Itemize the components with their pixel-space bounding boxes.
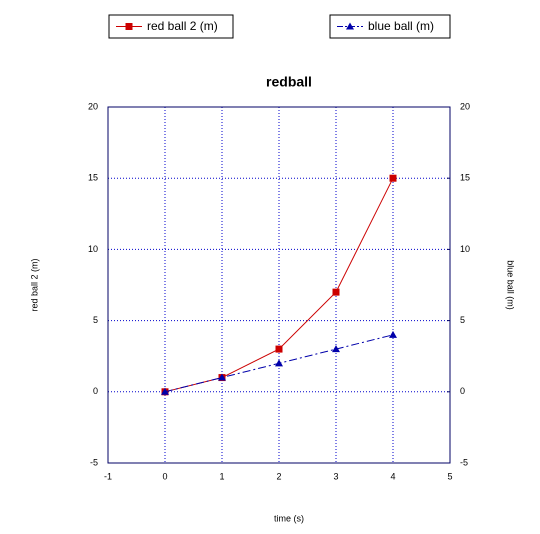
x-tick-label: 3 <box>333 471 338 481</box>
y-tick-label: -5 <box>90 457 98 467</box>
legend-marker <box>346 22 354 30</box>
y2-tick-label: 0 <box>460 386 465 396</box>
y-tick-label: 5 <box>93 315 98 325</box>
legend-label: red ball 2 (m) <box>147 19 218 33</box>
marker <box>275 345 283 353</box>
marker <box>161 387 169 395</box>
legend-label: blue ball (m) <box>368 19 434 33</box>
marker <box>332 288 340 296</box>
marker <box>275 359 283 367</box>
marker <box>389 330 397 338</box>
legend-box <box>329 14 451 39</box>
plot-frame <box>107 106 451 464</box>
y2-tick-label: 5 <box>460 315 465 325</box>
legend-box <box>108 14 234 39</box>
y2-tick-label: 10 <box>460 244 470 254</box>
marker <box>218 373 226 381</box>
marker <box>389 174 397 182</box>
chart-title: redball <box>266 74 312 90</box>
legend-marker <box>125 23 133 30</box>
x-tick-label: 1 <box>219 471 224 481</box>
y2-tick-label: 15 <box>460 173 470 183</box>
y-tick-label: 20 <box>88 101 98 111</box>
x-tick-label: -1 <box>104 471 112 481</box>
y-axis-label: red ball 2 (m) <box>29 258 39 311</box>
x-tick-label: 5 <box>447 471 452 481</box>
y2-tick-label: 20 <box>460 101 470 111</box>
y-tick-label: 15 <box>88 173 98 183</box>
y-tick-label: 0 <box>93 386 98 396</box>
x-axis-label: time (s) <box>274 513 304 523</box>
x-tick-label: 2 <box>276 471 281 481</box>
y-tick-label: 10 <box>88 244 98 254</box>
y2-tick-label: -5 <box>460 457 468 467</box>
x-tick-label: 0 <box>162 471 167 481</box>
x-tick-label: 4 <box>390 471 395 481</box>
y2-axis-label: blue ball (m) <box>506 260 516 310</box>
marker <box>332 345 340 353</box>
